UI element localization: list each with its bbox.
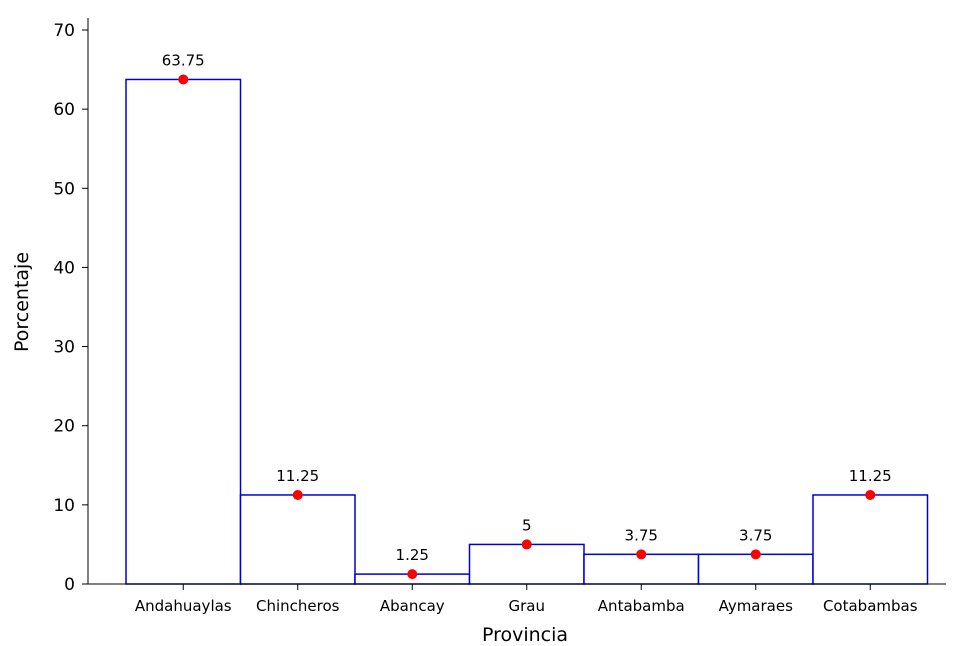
x-axis-title: Provincia [482,624,568,646]
data-label: 63.75 [162,51,205,69]
y-tick-label: 10 [53,496,75,516]
point-grau [521,539,532,550]
data-label: 11.25 [276,467,319,485]
point-antabamba [636,549,647,560]
x-tick-label: Cotabambas [823,597,918,615]
y-axis-ticks: 0 10 20 30 40 50 60 70 [53,21,88,595]
x-tick-label: Aymaraes [719,597,794,615]
bar-grau [468,543,585,585]
x-axis-ticks: Andahuaylas Chincheros Abancay Grau Antabamb… [135,584,918,615]
axes [87,18,946,585]
y-tick-label: 30 [53,338,75,358]
point-andahuaylas [178,74,189,85]
data-label: 1.25 [396,546,429,564]
bar-andahuaylas [125,78,242,585]
y-tick-label: 60 [53,100,75,120]
data-labels: 63.75 11.25 1.25 5 3.75 3.75 11.25 [162,51,892,564]
point-cotabambas [865,489,876,500]
data-label: 3.75 [739,526,772,544]
y-tick-label: 70 [53,21,75,41]
data-points [178,74,876,580]
data-label: 3.75 [625,526,658,544]
y-axis-title: Porcentaje [11,252,33,352]
y-tick-label: 50 [53,179,75,199]
y-tick-label: 0 [64,575,75,595]
point-chincheros [292,489,303,500]
bar-chincheros [239,494,356,585]
data-label: 11.25 [849,467,892,485]
data-label: 5 [522,516,532,534]
bar-cotabambas [812,494,929,585]
point-aymaraes [750,549,761,560]
x-tick-label: Antabamba [598,597,685,615]
x-tick-label: Andahuaylas [135,597,232,615]
y-tick-label: 40 [53,258,75,278]
x-tick-label: Abancay [380,597,445,615]
bars [125,78,929,585]
point-abancay [407,569,418,580]
x-tick-label: Chincheros [256,597,340,615]
y-tick-label: 20 [53,417,75,437]
x-tick-label: Grau [509,597,546,615]
